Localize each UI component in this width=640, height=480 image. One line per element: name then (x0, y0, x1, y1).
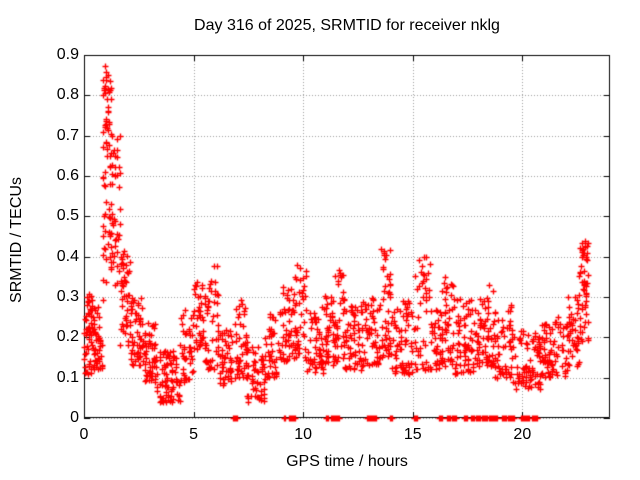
y-tick-label: 0.9 (56, 46, 79, 63)
y-tick-label: 0.4 (56, 247, 79, 265)
y-tick-label: 0 (70, 409, 79, 426)
y-tick-label: 0.1 (56, 368, 79, 386)
y-tick-label: 0.6 (56, 167, 79, 184)
x-tick-label: 5 (189, 426, 199, 443)
y-tick-label: 0.8 (56, 86, 79, 104)
x-tick-label: 0 (79, 426, 89, 443)
y-tick-label: 0.3 (56, 288, 79, 305)
y-tick-label: 0.5 (56, 207, 79, 225)
x-tick-label: 15 (403, 426, 422, 443)
x-tick-label: 10 (294, 426, 313, 443)
x-axis-label: GPS time / hours (286, 453, 408, 470)
y-axis-label: SRMTID / TECUs (8, 177, 25, 303)
y-tick-label: 0.2 (56, 328, 79, 346)
chart-title: Day 316 of 2025, SRMTID for receiver nkl… (194, 17, 500, 34)
y-tick-label: 0.7 (56, 126, 79, 144)
x-tick-label: 20 (513, 426, 532, 443)
